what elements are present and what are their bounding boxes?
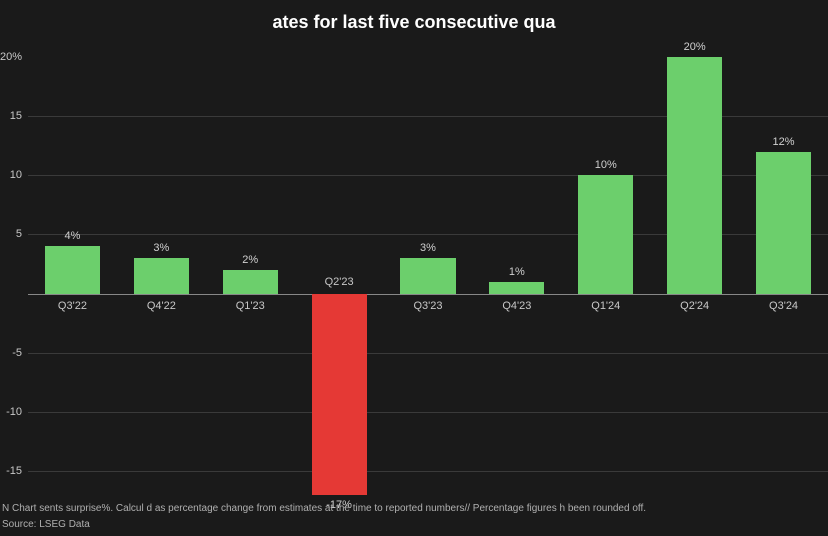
y-tick-label: -5 bbox=[0, 347, 22, 359]
y-tick-label: -10 bbox=[0, 406, 22, 418]
value-label: 1% bbox=[509, 266, 525, 278]
x-tick-label: Q1'24 bbox=[591, 300, 620, 312]
value-label: 2% bbox=[242, 254, 258, 266]
x-tick-label: Q3'24 bbox=[769, 300, 798, 312]
gridline bbox=[28, 471, 828, 472]
source-text: Source: LSEG Data bbox=[2, 519, 90, 530]
zero-line bbox=[28, 294, 828, 295]
gridline bbox=[28, 353, 828, 354]
bar bbox=[223, 270, 278, 294]
value-label: 3% bbox=[153, 242, 169, 254]
value-label: 10% bbox=[595, 159, 617, 171]
x-tick-label: Q4'22 bbox=[147, 300, 176, 312]
chart-area: Q3'224%Q4'223%Q1'232%Q2'23-17%Q3'233%Q4'… bbox=[28, 45, 828, 495]
bar bbox=[312, 294, 367, 495]
bar bbox=[45, 246, 100, 293]
chart-title: ates for last five consecutive qua bbox=[0, 12, 828, 33]
bar bbox=[667, 57, 722, 294]
chart-container: ates for last five consecutive qua Q3'22… bbox=[0, 0, 828, 536]
value-label: 3% bbox=[420, 242, 436, 254]
y-tick-label: 15 bbox=[0, 110, 22, 122]
x-tick-label: Q3'22 bbox=[58, 300, 87, 312]
y-tick-label: 5 bbox=[0, 228, 22, 240]
x-tick-label: Q4'23 bbox=[502, 300, 531, 312]
x-tick-label: Q2'24 bbox=[680, 300, 709, 312]
value-label: 20% bbox=[684, 41, 706, 53]
value-label: 12% bbox=[773, 136, 795, 148]
bar bbox=[134, 258, 189, 294]
bar bbox=[400, 258, 455, 294]
x-tick-label: Q3'23 bbox=[413, 300, 442, 312]
y-tick-label: 10 bbox=[0, 169, 22, 181]
value-label: 4% bbox=[64, 230, 80, 242]
bar bbox=[489, 282, 544, 294]
bar bbox=[756, 152, 811, 294]
x-tick-label: Q2'23 bbox=[325, 276, 354, 288]
gridline bbox=[28, 412, 828, 413]
x-tick-label: Q1'23 bbox=[236, 300, 265, 312]
footnote: N Chart sents surprise%. Calcul d as per… bbox=[2, 502, 646, 516]
plot-region: Q3'224%Q4'223%Q1'232%Q2'23-17%Q3'233%Q4'… bbox=[28, 45, 828, 495]
y-tick-label: 20% bbox=[0, 51, 22, 63]
y-tick-label: -15 bbox=[0, 465, 22, 477]
bar bbox=[578, 175, 633, 293]
